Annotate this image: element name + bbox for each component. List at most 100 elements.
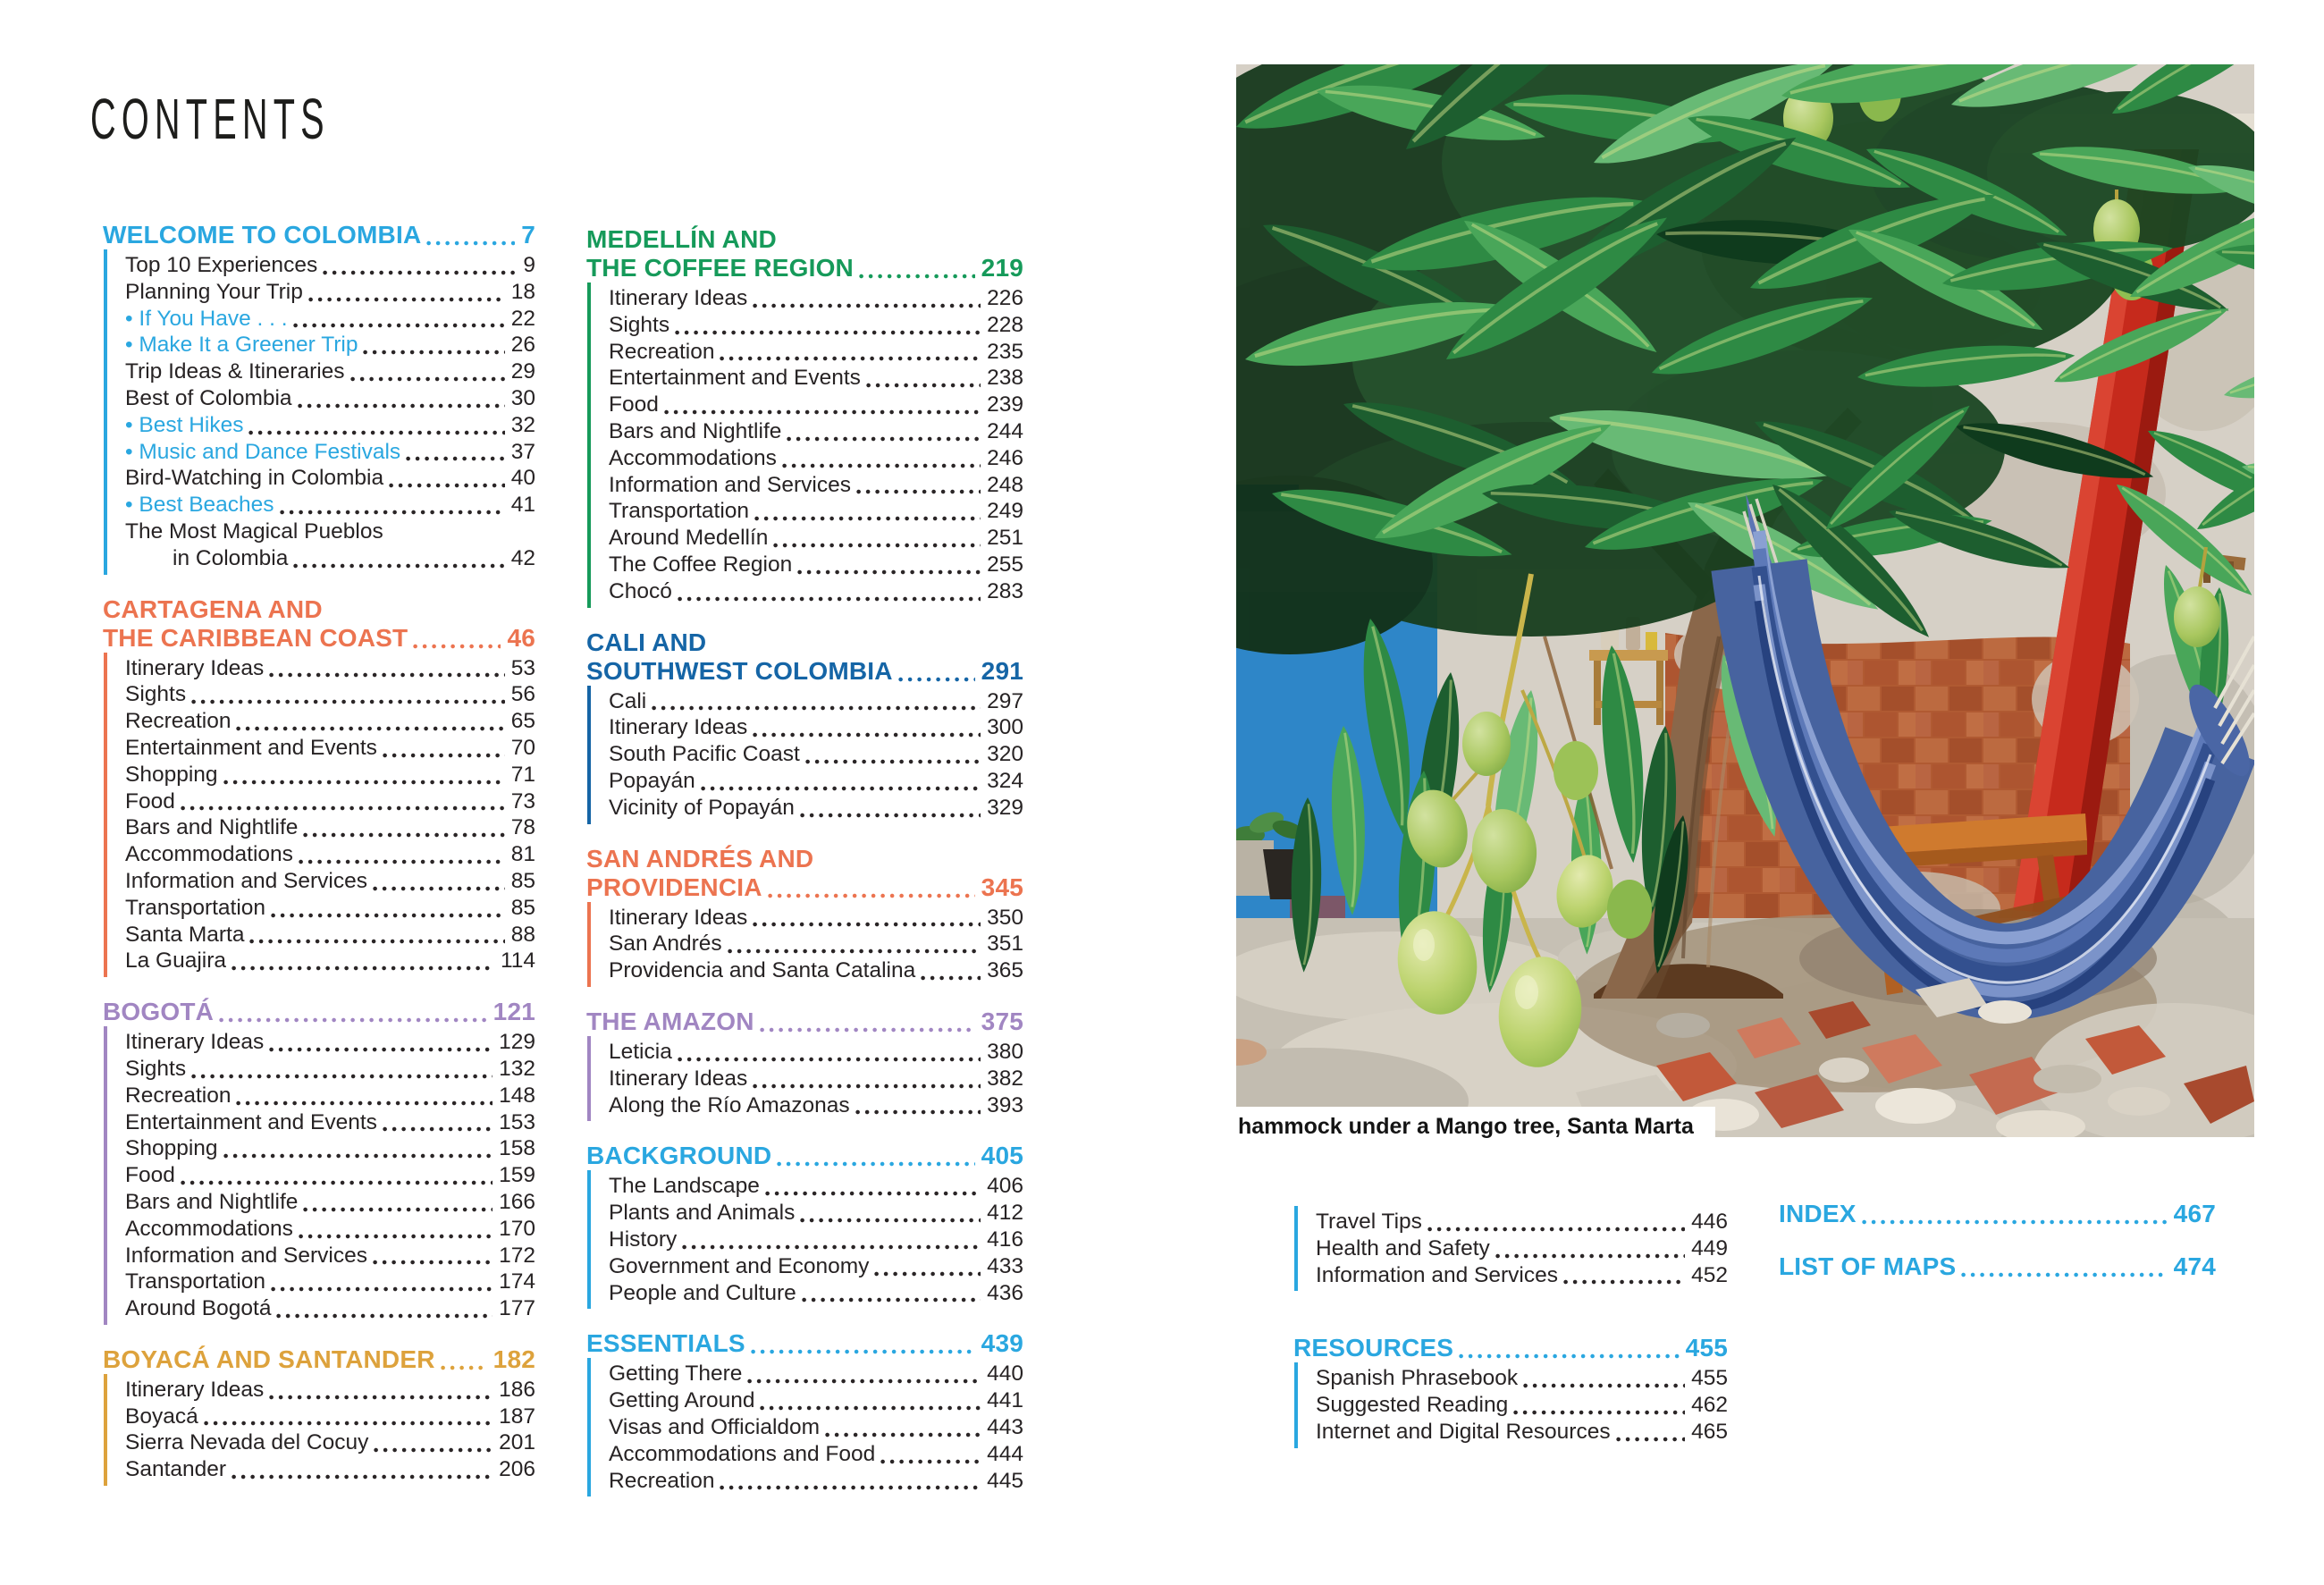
toc-item: Accommodations and Food 444 [609,1441,1023,1468]
toc-section: BOYACÁ AND SANTANDER 182 Itinerary Ideas 18… [103,1345,535,1487]
toc-item-label: The Most Magical Pueblos [125,518,383,544]
toc-item-page: 440 [987,1362,1023,1387]
section-title-text: WELCOME TO COLOMBIA [103,221,422,249]
toc-item-label: Recreation [609,339,715,364]
toc-item-page: 443 [987,1414,1023,1439]
toc-item-page: 129 [499,1030,535,1055]
toc-item-label: Sights [125,1056,187,1081]
toc-item-page: 283 [987,578,1023,603]
toc-item-page: 177 [499,1296,535,1321]
toc-item-label: Government and Economy [609,1253,870,1278]
toc-item: Around Bogotá 177 [125,1295,535,1322]
section-title-text: CALI AND [586,628,707,656]
toc-item: Itinerary Ideas 300 [609,714,1023,741]
toc-item-page: 416 [987,1227,1023,1252]
section-page-number: 405 [981,1142,1023,1170]
toc-item-page: 412 [987,1201,1023,1226]
toc-item: San Andrés 351 [609,931,1023,957]
toc-item-page: 158 [499,1136,535,1161]
toc-item-label: Accommodations [609,445,777,470]
toc-item-label: Transportation [125,1269,266,1294]
toc-item-label: South Pacific Coast [609,742,800,767]
toc-item-label: Shopping [125,1136,218,1161]
section-title-text: RESOURCES [1293,1334,1454,1362]
toc-item-label: Entertainment and Events [609,366,861,391]
toc-item-page: 30 [510,385,535,410]
page-title: CONTENTS [90,87,330,151]
toc-item: Information and Services 85 [125,868,535,895]
toc-item: Best of Colombia 30 [125,385,535,412]
section-title-line: BACKGROUND 405 [586,1142,1023,1170]
toc-item: Entertainment and Events 238 [609,365,1023,392]
toc-item-list: Spanish Phrasebook 455 Suggested Reading 46… [1294,1362,1728,1448]
section-title-text: SOUTHWEST COLOMBIA [586,656,893,685]
toc-item: Getting Around 441 [609,1387,1023,1414]
toc-item: Leticia 380 [609,1039,1023,1066]
section-page-number: 291 [981,656,1023,685]
toc-item-page: 22 [510,306,535,331]
toc-item-label: Bars and Nightlife [125,815,299,840]
section-page-number: 345 [981,873,1023,901]
toc-item: Trip Ideas & Itineraries 29 [125,358,535,385]
section-title-text: SAN ANDRÉS AND [586,844,814,873]
toc-item-label: Accommodations [125,1216,293,1241]
toc-item: History 416 [609,1227,1023,1253]
toc-item-label: Santa Marta [125,922,245,947]
section-page-number: 182 [493,1345,535,1373]
toc-item-page: 37 [510,439,535,464]
toc-item-label: in Colombia [173,545,289,570]
toc-item: Vicinity of Popayán 329 [609,795,1023,822]
toc-item-page: 166 [499,1189,535,1214]
toc-item: Itinerary Ideas 186 [125,1377,535,1404]
toc-item-page: 436 [987,1280,1023,1305]
toc-section-header: WELCOME TO COLOMBIA 7 [103,221,535,249]
section-title-text: THE AMAZON [586,1007,754,1035]
toc-item: People and Culture 436 [609,1280,1023,1307]
toc-item: Spanish Phrasebook 455 [1316,1365,1728,1392]
toc-item: Recreation 445 [609,1468,1023,1495]
toc-item-page: 114 [500,948,535,974]
toc-section: WELCOME TO COLOMBIA 7 Top 10 Experiences 9 P… [103,221,535,575]
toc-item-page: 433 [987,1253,1023,1278]
toc-item-page: 206 [499,1457,535,1482]
toc-section: ESSENTIALS 439 Getting There 440 Getting Aro… [586,1329,1023,1497]
toc-item: • Music and Dance Festivals 37 [125,439,535,466]
toc-item-page: 148 [499,1083,535,1108]
toc-item: Internet and Digital Resources 465 [1316,1419,1728,1446]
toc-item: Accommodations 170 [125,1216,535,1243]
toc-item: Visas and Officialdom 443 [609,1414,1023,1441]
toc-item: Recreation 235 [609,339,1023,366]
toc-item: Information and Services 452 [1316,1262,1728,1289]
toc-item-page: 18 [510,279,535,304]
toc-item-page: 85 [510,868,535,893]
toc-item-label: La Guajira [125,948,227,974]
toc-item-list: Itinerary Ideas 129 Sights 132 Recreation 148… [104,1026,535,1325]
section-title-text: THE COFFEE REGION [586,254,854,282]
toc-item-label: Getting Around [609,1388,755,1413]
toc-item-label: Information and Services [1316,1262,1558,1287]
toc-item: Entertainment and Events 153 [125,1109,535,1136]
toc-item: Recreation 148 [125,1083,535,1109]
section-title-text: BACKGROUND [586,1142,772,1170]
toc-section-header: INDEX 467 [1779,1200,2216,1228]
toc-item-list: Itinerary Ideas 53 Sights 56 Recreation 65 Ent… [104,652,535,978]
toc-item-label: Itinerary Ideas [609,286,748,310]
toc-section: LIST OF MAPS 474 [1779,1252,2216,1281]
toc-item-label: Around Bogotá [125,1296,272,1321]
toc-item-label: Top 10 Experiences [125,253,318,277]
toc-item-list: Itinerary Ideas 226 Sights 228 Recreation 235… [587,282,1023,608]
toc-item-page: 444 [987,1441,1023,1466]
toc-item: Food 239 [609,392,1023,418]
toc-item-page: 251 [987,526,1023,551]
section-title-line: INDEX 467 [1779,1200,2216,1228]
toc-item-label: • Make It a Greener Trip [125,333,358,358]
section-title-text: BOGOTÁ [103,998,215,1026]
section-page-number: 219 [981,254,1023,282]
toc-section-header: RESOURCES 455 [1293,1334,1728,1362]
toc-item-label: Food [125,788,175,814]
toc-item-label: Suggested Reading [1316,1393,1509,1418]
section-title-line: BOYACÁ AND SANTANDER 182 [103,1345,535,1374]
toc-item-page: 56 [510,682,535,707]
section-title-line: WELCOME TO COLOMBIA 7 [103,221,535,249]
section-page-number: 467 [2173,1200,2216,1227]
